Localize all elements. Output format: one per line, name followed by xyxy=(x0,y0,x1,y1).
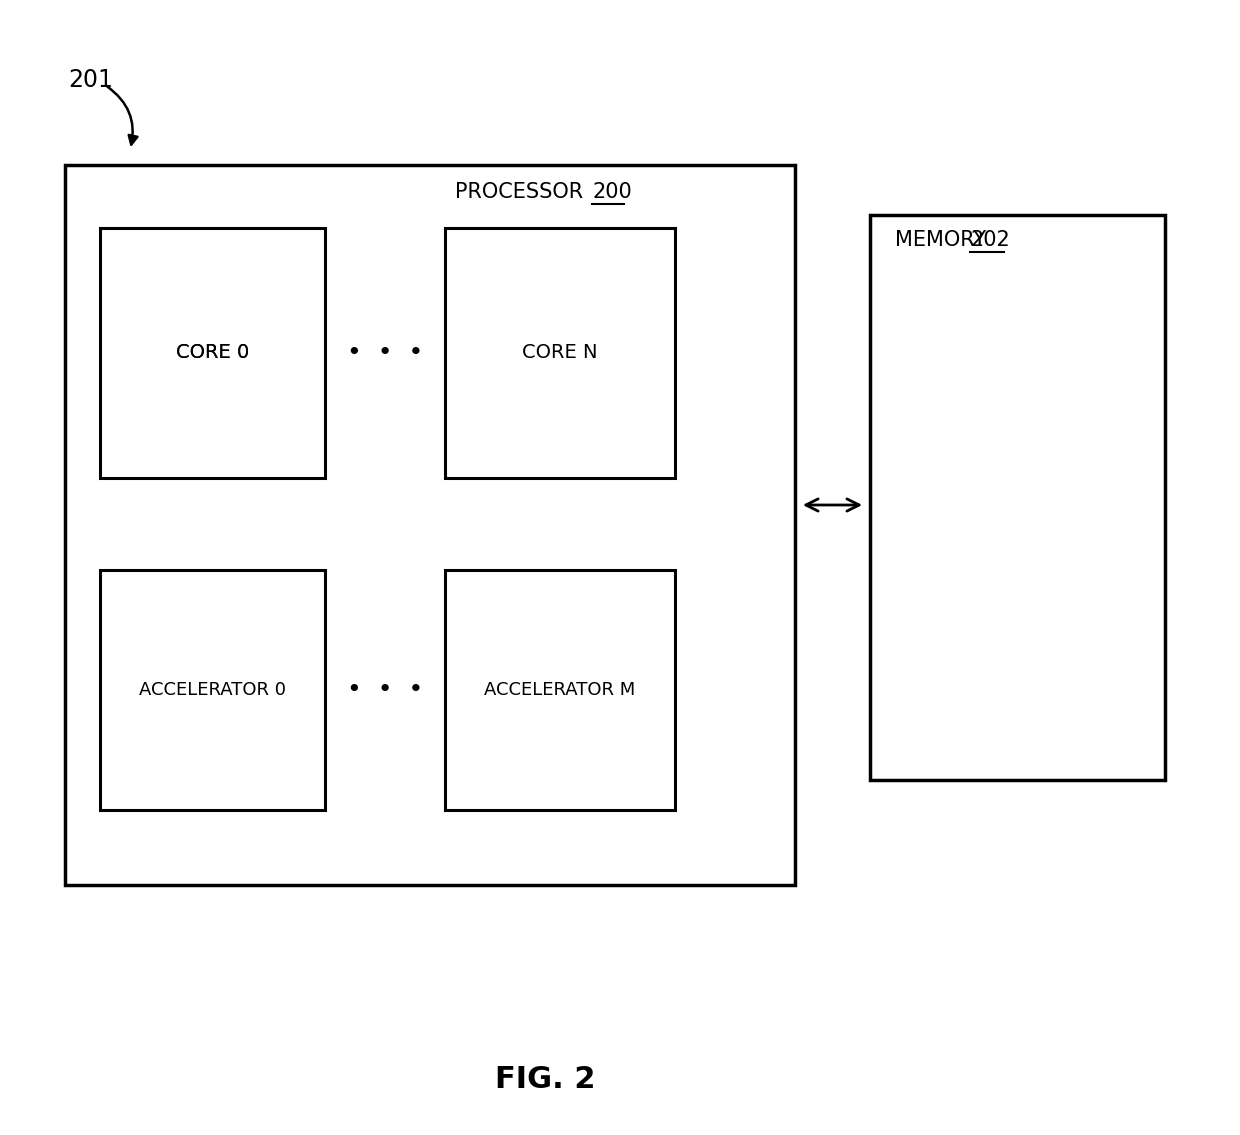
Bar xyxy=(445,228,675,478)
Text: FIG. 2: FIG. 2 xyxy=(495,1066,596,1094)
Bar xyxy=(64,165,795,885)
Text: CORE 0: CORE 0 xyxy=(176,344,249,362)
Text: ACCELERATOR 0: ACCELERATOR 0 xyxy=(139,681,286,699)
Bar xyxy=(100,570,325,810)
Text: CORE N: CORE N xyxy=(522,344,598,362)
Text: ACCELERATOR M: ACCELERATOR M xyxy=(485,681,636,699)
Bar xyxy=(445,570,675,810)
Text: •  •  •: • • • xyxy=(347,340,423,365)
Text: MEMORY: MEMORY xyxy=(895,230,993,250)
Text: PROCESSOR: PROCESSOR xyxy=(455,182,590,202)
Text: CORE 0: CORE 0 xyxy=(176,344,249,362)
Bar xyxy=(100,228,325,478)
Text: 201: 201 xyxy=(68,68,113,92)
Text: 200: 200 xyxy=(591,182,631,202)
Text: 202: 202 xyxy=(970,230,1009,250)
Text: •  •  •: • • • xyxy=(347,678,423,703)
Bar xyxy=(870,215,1166,780)
